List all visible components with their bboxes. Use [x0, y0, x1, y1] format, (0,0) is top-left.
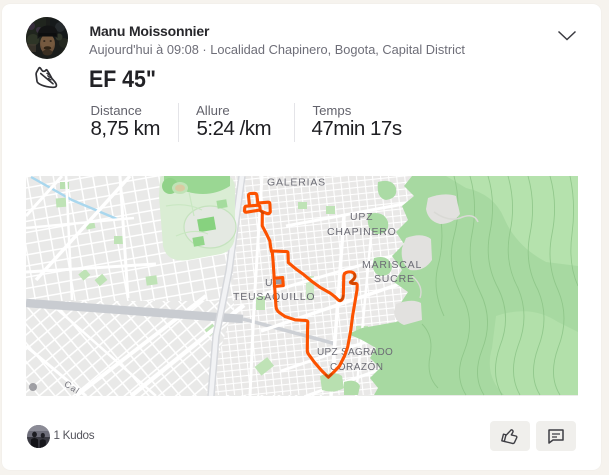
- svg-text:UPZ: UPZ: [350, 211, 373, 223]
- svg-text:TEUSAQUILLO: TEUSAQUILLO: [233, 291, 315, 303]
- svg-text:UPZ SAGRADO: UPZ SAGRADO: [317, 347, 393, 358]
- svg-text:SUCRE: SUCRE: [374, 273, 415, 285]
- svg-text:U: U: [265, 277, 273, 289]
- svg-text:GALERIAS: GALERIAS: [267, 177, 326, 189]
- svg-text:MARISCAL: MARISCAL: [362, 259, 422, 271]
- svg-text:CHAPINERO: CHAPINERO: [327, 226, 397, 238]
- svg-text:CORAZÓN: CORAZÓN: [330, 360, 384, 373]
